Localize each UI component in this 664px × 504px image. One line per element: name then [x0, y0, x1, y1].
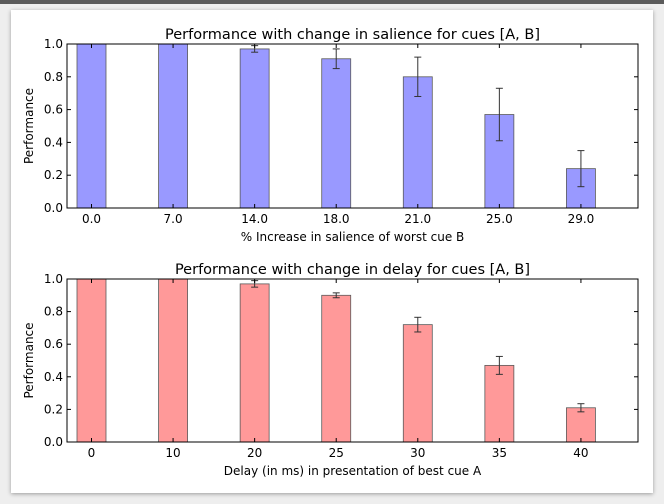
chart1-xtick-label: 0.0 [82, 212, 101, 226]
chart1-xtick-label: 18.0 [323, 212, 350, 226]
chart1-ytick-label: 0.2 [44, 168, 63, 182]
chart2-xlabel: Delay (in ms) in presentation of best cu… [224, 464, 482, 478]
chart2-xtick-label: 10 [165, 446, 180, 460]
chart2-bar [239, 283, 270, 443]
chart1-ytick-label: 1.0 [44, 37, 63, 51]
chart2-xtick-label: 35 [492, 446, 507, 460]
chart2-ytick-label: 0.6 [44, 337, 63, 351]
chart1-bar [76, 43, 107, 209]
chart1-xtick-label: 29.0 [568, 212, 595, 226]
figure-card: 0.0 0.2 0.4 0.6 0.8 1.0 0.0 7.0 14.0 18.0 21.0 25.0… [11, 10, 653, 493]
chart2-ytick-label: 0.2 [44, 402, 63, 416]
window-top-border [0, 0, 664, 4]
chart1-xlabel: % Increase in salience of worst cue B [241, 230, 465, 244]
chart2-xtick-label: 0 [88, 446, 96, 460]
chart2-ytick-label: 0.8 [44, 305, 63, 319]
chart2-bar [321, 294, 352, 443]
chart2-xtick-label: 30 [410, 446, 425, 460]
chart1-title: Performance with change in salience for … [165, 27, 540, 43]
chart2-bar [566, 407, 596, 443]
chart2-ylabel: Performance [22, 322, 36, 398]
chart1-xtick-label: 7.0 [164, 212, 183, 226]
chart1-bar [321, 58, 352, 209]
chart1-xtick-label: 25.0 [486, 212, 513, 226]
chart2-ytick-label: 1.0 [44, 272, 63, 286]
chart1-ytick-label: 0.6 [44, 103, 63, 117]
chart1-ytick-label: 0.0 [44, 201, 63, 215]
chart1-bar [158, 43, 188, 209]
chart2-title: Performance with change in delay for cue… [175, 262, 530, 278]
chart2-bar [402, 324, 433, 443]
chart2-bar [158, 278, 188, 443]
chart1-ytick-label: 0.8 [44, 70, 63, 84]
chart1-axes-frame [66, 43, 639, 209]
chart2-ytick-label: 0.0 [44, 435, 63, 449]
chart2-xtick-label: 20 [247, 446, 262, 460]
chart1-ylabel: Performance [22, 88, 36, 164]
chart2-bar [484, 364, 515, 443]
figure-canvas: 0.0 0.2 0.4 0.6 0.8 1.0 0.0 7.0 14.0 18.0 21.0 25.0… [22, 27, 639, 478]
chart2-xtick-label: 40 [573, 446, 588, 460]
chart2-bar [76, 278, 107, 443]
chart1-ytick-label: 0.4 [44, 135, 63, 149]
chart2-axes-frame [66, 278, 639, 443]
chart2: 0.0 0.2 0.4 0.6 0.8 1.0 0 10 20 25 30 35 40 Performan… [22, 262, 639, 478]
chart1-bar [402, 76, 433, 209]
chart1-xtick-label: 21.0 [404, 212, 431, 226]
chart2-xtick-label: 25 [329, 446, 344, 460]
chart1: 0.0 0.2 0.4 0.6 0.8 1.0 0.0 7.0 14.0 18.0 21.0 25.0… [22, 27, 639, 244]
chart1-xtick-label: 14.0 [241, 212, 268, 226]
chart1-bar [239, 48, 270, 209]
chart2-ytick-label: 0.4 [44, 370, 63, 384]
